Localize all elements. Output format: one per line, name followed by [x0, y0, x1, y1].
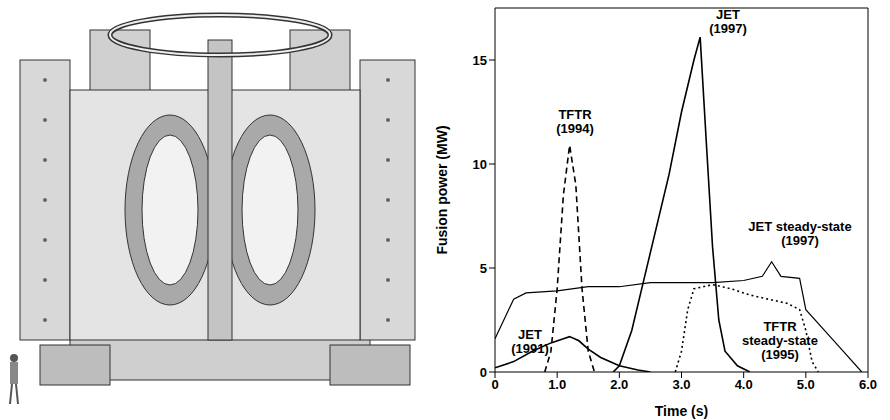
svg-text:3.0: 3.0: [672, 377, 690, 392]
svg-text:Time (s): Time (s): [655, 403, 708, 419]
svg-text:0: 0: [491, 377, 498, 392]
svg-text:Fusion power (MW): Fusion power (MW): [435, 125, 450, 254]
html-text:(1995): (1995): [761, 347, 799, 362]
svg-text:4.0: 4.0: [735, 377, 753, 392]
html-text:JET steady-state: JET steady-state: [748, 219, 852, 234]
html-text:TFTR: TFTR: [558, 107, 592, 122]
svg-text:0: 0: [480, 365, 487, 380]
html-text:(1991): (1991): [511, 341, 549, 356]
html-text:(1994): (1994): [556, 121, 594, 136]
svg-text:10: 10: [473, 157, 487, 172]
svg-text:15: 15: [473, 53, 487, 68]
svg-text:2.0: 2.0: [610, 377, 628, 392]
svg-text:5: 5: [480, 261, 487, 276]
html-text:JET: JET: [716, 7, 740, 22]
html-text:(1997): (1997): [781, 233, 819, 248]
svg-text:5.0: 5.0: [797, 377, 815, 392]
svg-text:6.0: 6.0: [859, 377, 877, 392]
html-text:TFTR: TFTR: [763, 319, 797, 334]
html-text:steady-state: steady-state: [742, 333, 818, 348]
svg-text:1.0: 1.0: [548, 377, 566, 392]
html-text:JET: JET: [518, 327, 542, 342]
html-text:(1997): (1997): [709, 21, 747, 36]
